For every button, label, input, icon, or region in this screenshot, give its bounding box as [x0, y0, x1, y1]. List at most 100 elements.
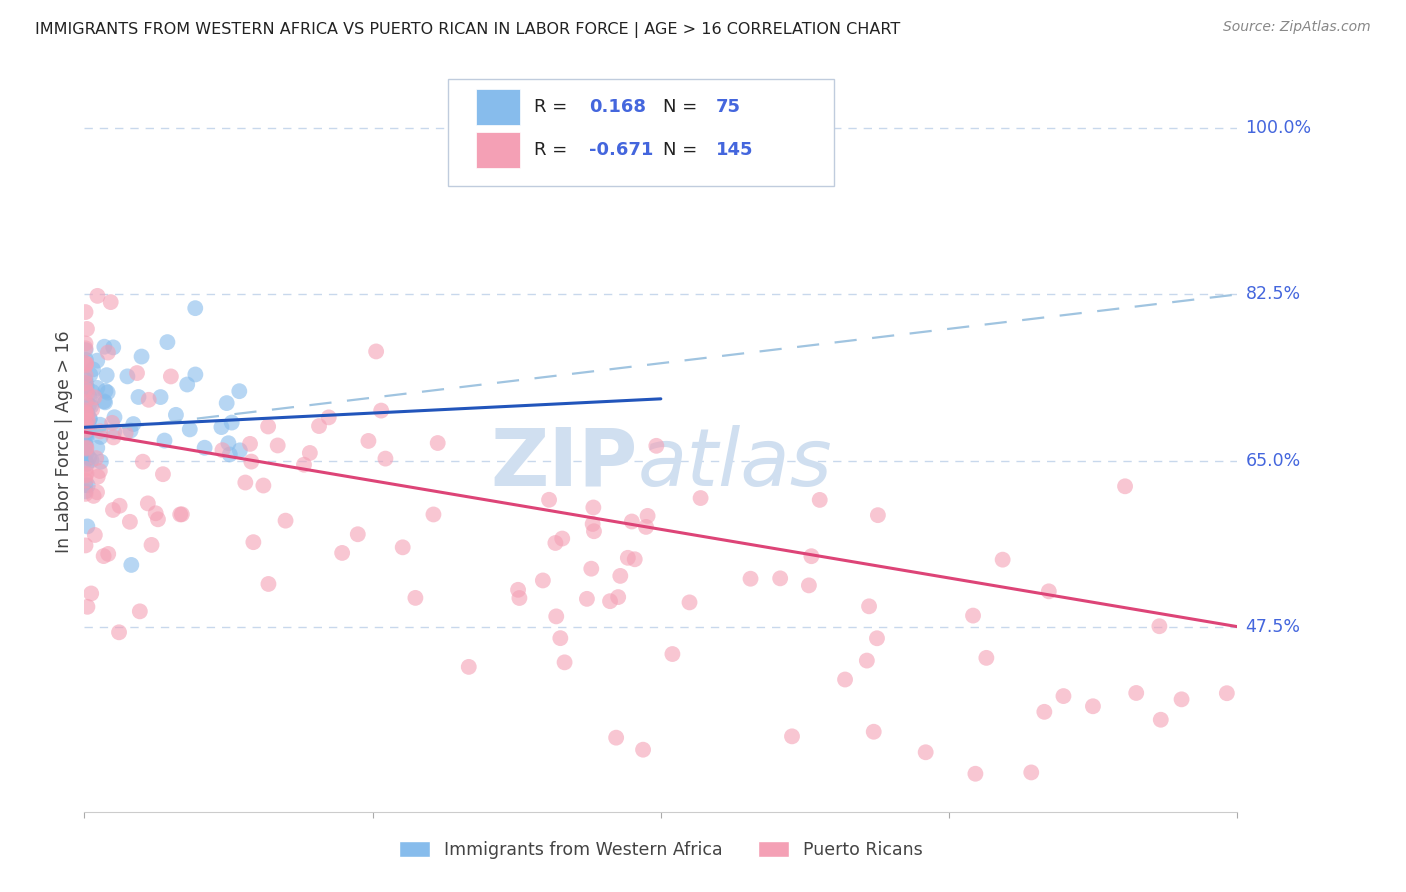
Point — [75, 336, 97, 351]
Point — [122, 417, 145, 431]
Point — [366, 344, 388, 359]
Point — [609, 569, 631, 583]
Point — [97, 547, 120, 561]
Text: IMMIGRANTS FROM WESTERN AFRICA VS PUERTO RICAN IN LABOR FORCE | AGE > 16 CORRELA: IMMIGRANTS FROM WESTERN AFRICA VS PUERTO… — [35, 22, 900, 38]
Point — [426, 436, 449, 450]
Point — [661, 647, 683, 661]
Point — [89, 417, 111, 432]
Point — [114, 426, 136, 441]
Point — [90, 430, 112, 444]
Point — [422, 508, 444, 522]
Text: atlas: atlas — [638, 425, 832, 503]
Point — [769, 571, 792, 585]
Point — [538, 492, 561, 507]
Point — [370, 403, 392, 417]
Point — [75, 359, 97, 373]
Point — [83, 528, 105, 542]
Point — [242, 535, 264, 549]
Point — [77, 413, 100, 427]
Point — [84, 451, 107, 466]
Point — [83, 489, 105, 503]
Point — [76, 478, 98, 492]
Text: 145: 145 — [716, 141, 754, 159]
Point — [1149, 619, 1171, 633]
Point — [160, 369, 183, 384]
Point — [80, 453, 103, 467]
Point — [93, 340, 115, 354]
Point — [76, 457, 98, 471]
Point — [965, 766, 987, 780]
Point — [75, 420, 97, 434]
Point — [797, 578, 820, 592]
Point — [103, 410, 125, 425]
Point — [1019, 765, 1042, 780]
Point — [76, 322, 98, 336]
Point — [623, 552, 645, 566]
Point — [357, 434, 380, 448]
Point — [856, 654, 879, 668]
Point — [75, 376, 97, 390]
Point — [551, 532, 574, 546]
Point — [252, 478, 274, 492]
Text: R =: R = — [534, 141, 574, 159]
Point — [94, 384, 117, 398]
Point — [103, 425, 125, 439]
Point — [141, 538, 163, 552]
Legend: Immigrants from Western Africa, Puerto Ricans: Immigrants from Western Africa, Puerto R… — [392, 834, 929, 866]
Point — [582, 524, 605, 539]
Point — [79, 368, 101, 382]
Point — [834, 673, 856, 687]
Text: Source: ZipAtlas.com: Source: ZipAtlas.com — [1223, 20, 1371, 34]
Point — [75, 373, 97, 387]
Point — [103, 340, 125, 354]
Point — [89, 464, 111, 478]
Point — [184, 301, 207, 315]
Point — [374, 451, 396, 466]
Point — [1114, 479, 1136, 493]
Point — [1150, 713, 1173, 727]
Point — [607, 590, 630, 604]
Point — [75, 478, 97, 492]
Point — [308, 419, 330, 434]
Point — [80, 399, 103, 413]
Text: ZIP: ZIP — [491, 425, 638, 503]
Point — [86, 485, 108, 500]
Point — [194, 441, 217, 455]
Point — [645, 439, 668, 453]
Point — [962, 608, 984, 623]
Point — [678, 595, 700, 609]
Point — [544, 536, 567, 550]
Point — [75, 428, 97, 442]
Point — [118, 515, 141, 529]
Point — [76, 408, 98, 422]
Point — [75, 356, 97, 370]
Point — [145, 506, 167, 520]
Point — [76, 406, 98, 420]
Point — [93, 394, 115, 409]
Point — [132, 455, 155, 469]
Point — [582, 500, 605, 515]
Point — [318, 410, 340, 425]
Point — [546, 609, 568, 624]
Point — [229, 443, 252, 458]
Point — [221, 416, 243, 430]
Point — [599, 594, 621, 608]
Point — [346, 527, 368, 541]
Point — [75, 431, 97, 445]
Point — [101, 503, 124, 517]
Point — [108, 625, 131, 640]
Point — [76, 413, 98, 427]
Point — [86, 289, 108, 303]
Point — [75, 468, 97, 483]
Text: 65.0%: 65.0% — [1246, 451, 1301, 469]
Point — [86, 441, 108, 455]
Point — [146, 512, 169, 526]
Point — [87, 469, 110, 483]
Point — [131, 350, 153, 364]
Point — [634, 520, 657, 534]
Point — [75, 467, 97, 481]
Text: 47.5%: 47.5% — [1246, 617, 1301, 636]
Point — [120, 558, 142, 572]
Point — [257, 419, 280, 434]
Point — [457, 660, 479, 674]
